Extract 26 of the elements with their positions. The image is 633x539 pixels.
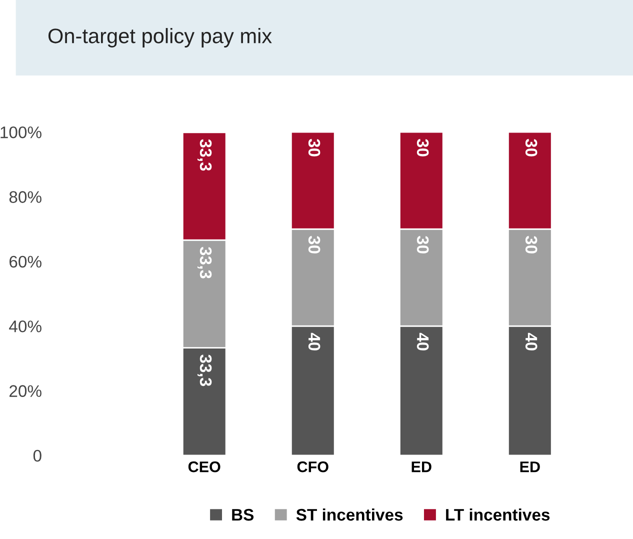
y-tick-label: 20% [10, 385, 42, 397]
y-tick-label: 80% [9, 191, 42, 203]
x-tick-label: ED [520, 462, 540, 472]
x-tick-label: CFO [297, 461, 328, 472]
x-tick-label: CEO [188, 461, 220, 472]
legend-label: ST incentives [296, 508, 403, 521]
y-tick-label: 60% [10, 256, 42, 268]
data-label: 30 [525, 138, 538, 156]
x-tick-label: ED [412, 462, 432, 472]
y-tick-label: 40% [9, 320, 42, 332]
data-label: 30 [416, 138, 429, 156]
chart-title: On-target policy pay mix [48, 28, 272, 48]
data-label: 33,3 [197, 354, 212, 386]
data-label: 40 [308, 332, 320, 350]
data-label: 33,3 [197, 246, 212, 278]
data-label: 30 [416, 236, 429, 254]
legend-label: BS [232, 508, 254, 521]
y-tick-label: 0 [33, 450, 42, 462]
data-label: 30 [308, 236, 320, 254]
legend-label: LT incentives [446, 508, 550, 521]
data-label: 30 [525, 236, 538, 254]
data-label: 40 [525, 332, 538, 350]
y-tick-label: 100% [0, 126, 42, 138]
data-label: 33,3 [197, 139, 212, 171]
data-label: 30 [308, 138, 320, 156]
data-label: 40 [416, 332, 429, 350]
